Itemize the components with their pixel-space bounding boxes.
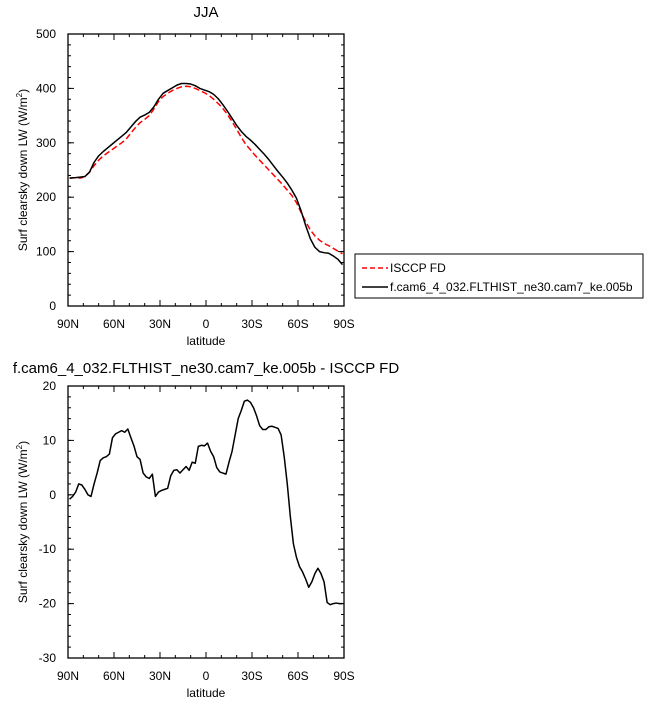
top-series-group <box>69 82 344 266</box>
bottom-ytick-label: 20 <box>43 379 57 393</box>
bottom-xtick-label: 90S <box>333 669 354 683</box>
top-xlabel: latitude <box>187 334 226 348</box>
bottom-xtick-label: 60S <box>287 669 308 683</box>
legend-box <box>354 253 644 299</box>
top-xtick-label: 30S <box>241 317 262 331</box>
panel-bottom: f.cam6_4_032.FLTHIST_ne30.cam7_ke.005b -… <box>13 360 399 700</box>
bottom-xlabel: latitude <box>187 686 226 700</box>
bottom-xtick-label: 0 <box>203 669 210 683</box>
bottom-axis-ticks: 90N 60N 30N 0 30S 60S 90S -30 -20 -10 0 10 20 <box>39 379 355 683</box>
bottom-ytick-label: 0 <box>49 488 56 502</box>
top-ytick-label: 200 <box>36 190 56 204</box>
top-ylabel-sup: 2 <box>15 92 24 97</box>
bottom-xtick-label: 60N <box>103 669 125 683</box>
legend-label-isccp: ISCCP FD <box>390 261 446 275</box>
bottom-ytick-label: 10 <box>43 433 57 447</box>
top-xtick-label: 60S <box>287 317 308 331</box>
bottom-ylabel-text: Surf clearsky down LW (W/m <box>16 449 30 603</box>
bottom-ylabel: Surf clearsky down LW (W/m2) <box>15 441 30 603</box>
top-xtick-label: 60N <box>103 317 125 331</box>
top-xtick-label: 0 <box>203 317 210 331</box>
bottom-plot-frame <box>67 385 345 659</box>
bottom-ytick-label: -10 <box>39 542 57 556</box>
top-ylabel: Surf clearsky down LW (W/m2) <box>15 89 30 251</box>
bottom-ylabel-close: ) <box>16 441 30 445</box>
bottom-ylabel-sup: 2 <box>15 444 24 449</box>
bottom-xtick-label: 30S <box>241 669 262 683</box>
top-axis-ticks: 90N 60N 30N 0 30S 60S 90S 0 100 200 300 400 500 <box>36 27 355 331</box>
bottom-series-line-0 <box>69 399 343 606</box>
bottom-xtick-label: 90N <box>57 669 79 683</box>
top-series-line-0 <box>69 85 343 255</box>
top-series-line-1 <box>69 82 344 266</box>
bottom-series-group <box>69 399 343 606</box>
top-xtick-label: 90N <box>57 317 79 331</box>
top-xtick-label: 90S <box>333 317 354 331</box>
top-ytick-label: 500 <box>36 27 56 41</box>
top-ylabel-close: ) <box>16 89 30 93</box>
legend: ISCCP FD f.cam6_4_032.FLTHIST_ne30.cam7_… <box>354 253 644 299</box>
top-plot-frame <box>67 33 345 307</box>
bottom-ytick-label: -30 <box>39 651 57 665</box>
top-title: JJA <box>193 4 218 21</box>
top-ytick-label: 0 <box>49 299 56 313</box>
top-ytick-label: 400 <box>36 81 56 95</box>
top-ytick-label: 300 <box>36 136 56 150</box>
top-xtick-label: 30N <box>149 317 171 331</box>
bottom-title: f.cam6_4_032.FLTHIST_ne30.cam7_ke.005b -… <box>13 360 399 377</box>
bottom-ytick-label: -20 <box>39 597 57 611</box>
top-ylabel-text: Surf clearsky down LW (W/m <box>16 97 30 251</box>
bottom-xtick-label: 30N <box>149 669 171 683</box>
legend-label-model: f.cam6_4_032.FLTHIST_ne30.cam7_ke.005b <box>390 280 633 294</box>
panel-top: JJA 90N 60N 30N 0 30S 60S 90S0100200300400500 … <box>15 4 355 348</box>
top-ytick-label: 100 <box>36 245 56 259</box>
